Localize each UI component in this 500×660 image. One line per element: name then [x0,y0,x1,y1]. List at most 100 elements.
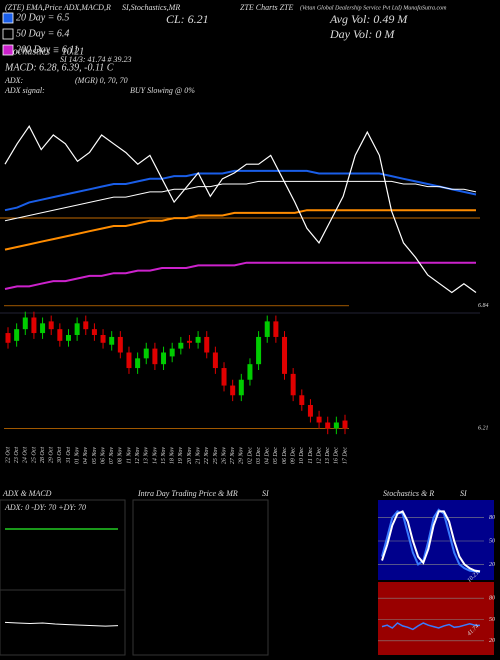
legend-label: 50 Day = 6.4 [16,28,69,39]
panel-title: ADX & MACD [2,489,52,498]
x-tick-label: 15 Nov [161,447,167,465]
x-tick-label: 16 Dec [334,447,340,464]
y-tick-label: 80 [489,515,495,521]
x-tick-label: 25 Oct [31,447,37,463]
avg-vol: Avg Vol: 0.49 M [329,12,408,26]
adx-panel [0,499,126,656]
x-tick-label: 14 Nov [151,447,158,465]
candle-body [307,405,313,417]
close-label: CL: 6.21 [166,12,209,26]
legend-label: 200 Day = 6.11 [16,44,79,55]
x-tick-label: 07 Nov [109,447,115,465]
x-tick-label: 06 Dec [282,447,288,464]
candle-body [152,348,158,365]
candle-body [204,336,210,353]
candle-body [74,323,80,335]
candle-body [290,373,296,396]
adx: ADX: [4,76,24,85]
x-tick-label: 27 Nov [230,447,236,465]
candle-body [264,321,270,337]
x-tick-label: 03 Dec [256,447,262,464]
y-tick-label: 50 [489,617,495,623]
candle-body [238,379,244,396]
x-tick-label: 01 Nov [75,447,81,465]
x-tick-label: 11 Nov [126,447,132,464]
series-line [4,180,477,222]
x-tick-label: 24 Oct [22,447,29,463]
panel-title: Intra Day Trading Price & MR [137,489,238,498]
y-tick-label: 20 [489,638,495,644]
header-text: (Vetan Global Dealership Service Pvt Ltd… [300,4,447,11]
candle-body [247,364,253,380]
x-tick-label: 25 Nov [213,447,219,465]
candle-body [91,329,97,335]
candle-body [169,348,175,357]
y-tick-label: 80 [489,596,495,602]
candle-body [22,317,28,330]
x-tick-label: 13 Dec [325,447,331,464]
x-tick-label: 29 Oct [49,447,55,463]
panel-background [378,582,494,655]
x-tick-label: 12 Nov [135,447,141,465]
y-tick-label: 6.21 [478,426,489,432]
legend-swatch [2,12,14,24]
candle-body [325,422,331,429]
x-tick-label: 08 Nov [118,447,124,465]
candle-body [230,385,236,396]
si: SI 14/3: 41.74 # 39.23 [60,55,132,64]
x-tick-label: 13 Nov [144,447,150,465]
y-tick-label: 50 [489,538,495,544]
legend-label: 20 Day = 6.5 [16,12,69,23]
intraday-panel [132,499,269,656]
x-tick-label: 30 Oct [57,447,63,464]
adx-signal: ADX signal: [4,86,45,95]
header-text: ZTE Charts ZTE [240,3,293,12]
series-line [4,261,476,290]
x-tick-label: 18 Nov [170,447,176,465]
x-tick-label: 06 Nov [100,447,106,465]
candle-body [126,352,132,369]
panel-subtitle: ADX: 0 -DY: 70 +DY: 70 [4,503,86,512]
candle-body [117,336,123,353]
candle-body [212,352,218,369]
candle-body [195,336,201,343]
series-line [4,209,476,251]
x-tick-label: 19 Nov [178,447,184,465]
x-tick-label: 12 Dec [316,447,322,464]
candle-body [273,321,279,337]
candle-body [57,329,63,341]
candle-body [14,329,20,341]
x-tick-label: 26 Nov [221,447,227,465]
legend-swatch [2,44,14,56]
candle-body [65,335,71,341]
stochastics: Stochastics = 10.21 [5,46,84,57]
candle-body [178,342,184,349]
x-tick-label: 22 Oct [5,447,11,463]
series-line [381,622,481,631]
x-tick-label: 02 Dec [247,447,253,464]
candle-body [5,333,11,343]
candle-body [316,416,322,423]
candle-body [135,358,141,369]
candle-body [221,368,227,386]
panel-subtitle: SI [460,489,467,498]
x-tick-label: 10 Dec [299,447,305,464]
x-tick-label: 11 Dec [308,447,314,464]
x-tick-label: 22 Nov [204,447,210,465]
candle-body [143,348,149,359]
candle-body [31,317,37,334]
candle-body [186,340,192,343]
x-tick-label: 29 Nov [239,447,245,465]
x-tick-label: 05 Dec [273,447,279,464]
panel-title: Stochastics & R [383,489,434,498]
x-tick-label: 21 Nov [195,447,201,465]
header-text: SI,Stochastics,MR [122,3,180,12]
candle-body [109,336,115,345]
candle-body [333,422,339,429]
candle-body [83,321,89,330]
header-text: (ZTE) EMA,Price ADX,MACD,R [5,3,111,12]
candle-body [256,336,262,365]
legend-swatch [2,28,14,40]
x-tick-label: 09 Dec [291,447,297,464]
